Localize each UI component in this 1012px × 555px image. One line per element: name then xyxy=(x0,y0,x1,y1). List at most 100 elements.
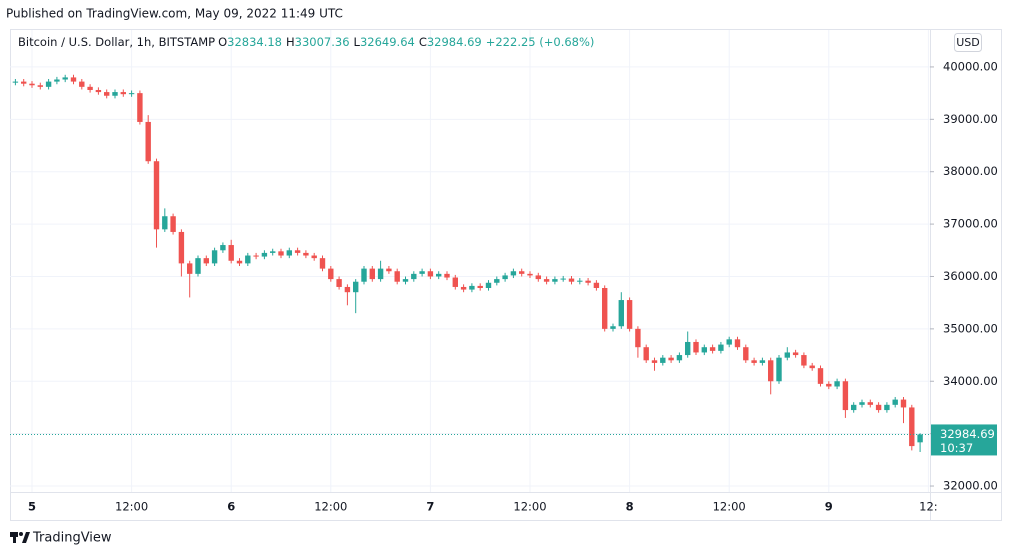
candle-body xyxy=(228,245,234,261)
candle-body xyxy=(519,271,525,274)
candle-body xyxy=(817,368,824,384)
candle-body xyxy=(402,279,409,282)
candle-body xyxy=(718,344,724,351)
ohlc-value: 32834.18 xyxy=(227,35,282,49)
candle-body xyxy=(353,281,359,293)
candle-body xyxy=(676,355,683,361)
candle-body xyxy=(178,231,185,264)
candle-body xyxy=(535,275,541,280)
logo-mark xyxy=(22,532,30,543)
candle-body xyxy=(79,81,85,87)
candle-body xyxy=(635,328,641,348)
candle-body xyxy=(21,81,27,84)
candle-body xyxy=(552,279,558,282)
candle-body xyxy=(419,271,425,274)
x-tick-label: 8 xyxy=(626,500,634,514)
candle-body xyxy=(900,399,907,408)
y-tick-label: 36000.00 xyxy=(943,269,998,283)
candle-body xyxy=(543,279,550,282)
candle-body xyxy=(294,250,301,253)
change: +222.25 (+0.68%) xyxy=(486,35,595,49)
candle-body xyxy=(618,300,624,327)
candle-body xyxy=(278,251,284,256)
candle-body xyxy=(668,357,674,361)
y-tick-label: 32000.00 xyxy=(943,479,998,493)
last-price-label: 32984.69 xyxy=(940,427,995,441)
candle-body xyxy=(610,326,616,329)
candle-body xyxy=(494,279,500,283)
y-tick-label: 34000.00 xyxy=(943,374,998,388)
candle-body xyxy=(427,271,434,277)
candle-body xyxy=(709,347,716,351)
candle-body xyxy=(568,278,575,282)
symbol: Bitcoin / U.S. Dollar, 1h, BITSTAMP xyxy=(18,35,215,49)
logo-mark xyxy=(13,532,16,543)
y-tick-label: 35000.00 xyxy=(943,321,998,335)
candle-body xyxy=(469,285,475,290)
x-tick-label: 12:00 xyxy=(314,500,347,514)
candle-body xyxy=(220,245,226,251)
candle-body xyxy=(286,250,292,256)
candle-body xyxy=(726,339,732,345)
grid xyxy=(10,30,930,492)
candle-body xyxy=(104,92,110,96)
candle-body xyxy=(751,360,757,363)
candle-body xyxy=(776,357,782,382)
candle-body xyxy=(452,277,458,287)
candle-body xyxy=(311,255,317,259)
candle-body xyxy=(29,83,35,86)
candle-body xyxy=(386,268,392,272)
candle-body xyxy=(128,93,135,95)
currency-box[interactable] xyxy=(954,33,982,52)
candle-body xyxy=(867,402,873,405)
candle-body xyxy=(685,341,691,356)
candle-body xyxy=(45,81,52,87)
published-note: Published on TradingView.com, May 09, 20… xyxy=(6,7,343,21)
candle-body xyxy=(162,216,168,230)
y-tick-label: 37000.00 xyxy=(943,217,998,231)
x-tick-label: 12:00 xyxy=(713,500,746,514)
candle-body xyxy=(826,383,832,387)
candle-body xyxy=(37,85,43,87)
ohlc-letter: H xyxy=(286,35,295,49)
ohlc-letter: O xyxy=(218,35,227,49)
candle-body xyxy=(12,81,19,83)
candle-body xyxy=(626,300,633,329)
y-tick-label: 38000.00 xyxy=(943,164,998,178)
x-tick-label: 7 xyxy=(426,500,434,514)
candle-body xyxy=(884,404,890,411)
candle-body xyxy=(411,273,417,280)
x-tick-label: 12:00 xyxy=(115,500,148,514)
currency[interactable]: USD xyxy=(956,36,980,49)
candle-body xyxy=(734,339,741,348)
candles xyxy=(12,74,923,452)
candle-body xyxy=(436,273,442,277)
candle-body xyxy=(585,280,591,283)
candle-body xyxy=(768,360,774,382)
candle-body xyxy=(460,286,467,290)
candle-body xyxy=(485,282,492,289)
candle-body xyxy=(651,360,658,363)
candle-body xyxy=(236,260,243,264)
candle-body xyxy=(917,434,923,443)
candle-body xyxy=(95,89,102,93)
candle-body xyxy=(875,404,882,411)
candle-body xyxy=(527,273,533,276)
brand: TradingView xyxy=(32,531,112,546)
candle-body xyxy=(593,282,600,289)
candle-body xyxy=(759,360,766,363)
candle-body xyxy=(170,216,176,232)
last-price-tag xyxy=(931,424,997,456)
candle-body xyxy=(112,92,118,96)
ohlc-value: 32984.69 xyxy=(427,35,482,49)
x-tick-label: 9 xyxy=(825,500,833,514)
candle-body xyxy=(245,255,251,264)
x-tick-label: 12: xyxy=(919,500,938,514)
candle-body xyxy=(270,251,276,253)
candle-body xyxy=(701,347,707,353)
candle-body xyxy=(909,407,915,447)
candle-body xyxy=(344,286,351,293)
candle-body xyxy=(361,268,367,282)
candle-body xyxy=(336,279,342,287)
candle-body xyxy=(261,252,268,257)
